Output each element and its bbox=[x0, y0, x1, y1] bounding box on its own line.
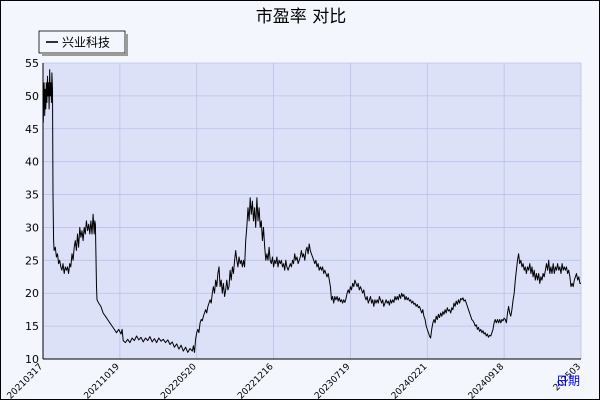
plot-area bbox=[43, 63, 581, 359]
x-axis-ticks: 20210317 20211019 20220520 20221216 20230719… bbox=[6, 362, 583, 401]
legend-label: 兴业科技 bbox=[62, 36, 110, 50]
x-tick-label: 20230719 bbox=[313, 362, 353, 401]
y-tick-label: 55 bbox=[25, 57, 39, 70]
y-tick-label: 50 bbox=[25, 90, 39, 103]
y-tick-label: 15 bbox=[25, 320, 39, 333]
y-tick-label: 10 bbox=[25, 353, 39, 366]
legend-shadow-bottom bbox=[42, 53, 128, 56]
x-tick-label: 20210317 bbox=[6, 362, 45, 401]
x-tick-label: 20240918 bbox=[467, 362, 507, 401]
y-tick-label: 40 bbox=[25, 156, 39, 169]
x-tick-label: 20211019 bbox=[83, 362, 123, 401]
chart-title: 市盈率 对比 bbox=[256, 7, 346, 27]
chart-legend: 兴业科技 bbox=[38, 30, 128, 56]
y-tick-label: 25 bbox=[25, 254, 39, 267]
y-tick-label: 35 bbox=[25, 189, 39, 202]
grid-lines bbox=[43, 62, 582, 359]
x-axis-label: 日期 bbox=[556, 374, 580, 388]
x-tick-label: 20240221 bbox=[390, 362, 429, 401]
series-line-pe bbox=[42, 69, 581, 353]
y-axis-ticks: 10 15 20 25 30 35 40 45 50 55 bbox=[25, 57, 39, 366]
y-tick-label: 45 bbox=[25, 123, 39, 136]
x-tick-label: 20220520 bbox=[159, 362, 199, 401]
y-tick-label: 30 bbox=[25, 221, 39, 234]
legend-shadow bbox=[125, 34, 128, 56]
y-tick-label: 20 bbox=[25, 287, 39, 300]
x-tick-label: 20221216 bbox=[236, 362, 276, 401]
